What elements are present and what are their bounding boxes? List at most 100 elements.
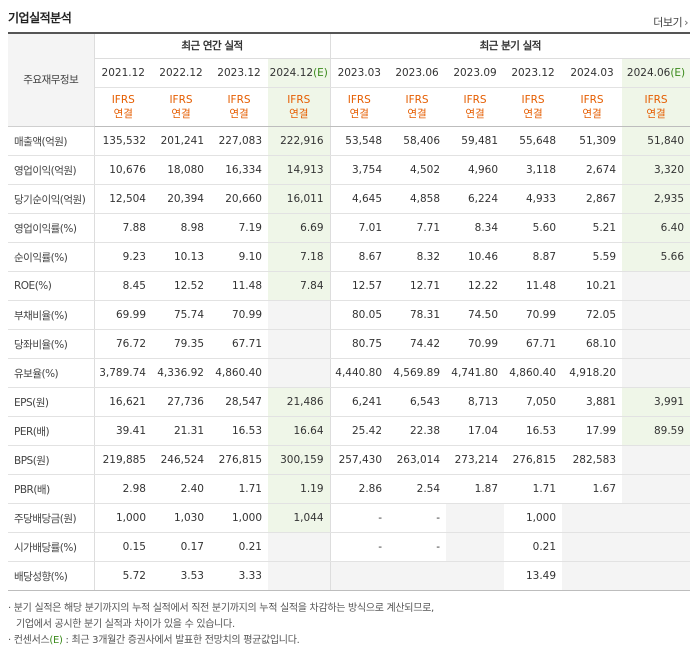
table-cell: 4,918.20 — [562, 358, 623, 388]
table-cell: 51,309 — [562, 126, 623, 156]
period-header: 2024.03 — [562, 58, 623, 88]
table-cell: - — [388, 532, 447, 562]
quarter-group-header: 최근 분기 실적 — [330, 32, 691, 59]
table-cell: 2.54 — [388, 474, 447, 504]
table-row: 순이익률(%) 9.23 10.13 9.10 7.18 8.67 8.32 10.46 8.8… — [8, 242, 691, 272]
estimate-mark: (E) — [670, 67, 686, 79]
table-row: 영업이익(억원) 10,676 18,080 16,334 14,913 3,754 4,5… — [8, 155, 691, 185]
ifrs-header: IFRS 연결 — [210, 87, 268, 127]
table-cell: 7.71 — [388, 213, 447, 243]
table-cell: 16,334 — [210, 155, 268, 185]
more-link[interactable]: 더보기 › — [653, 14, 688, 30]
table-cell: 13.49 — [504, 561, 563, 591]
table-cell: 4,741.80 — [446, 358, 505, 388]
table-row: 당좌비율(%) 76.72 79.35 67.71 80.75 74.42 70.99 67.… — [8, 329, 691, 359]
table-cell — [388, 561, 447, 591]
table-cell — [446, 561, 505, 591]
table-cell: 4,502 — [388, 155, 447, 185]
ifrs-header: IFRS 연결 — [622, 87, 691, 127]
footnotes: · 분기 실적은 해당 분기까지의 누적 실적에서 직전 분기까지의 누적 실적… — [8, 601, 434, 649]
table-cell: 39.41 — [94, 416, 152, 446]
row-label: 영업이익률(%) — [8, 213, 95, 243]
table-cell: 7.88 — [94, 213, 152, 243]
table-cell: 72.05 — [562, 300, 623, 330]
chevron-right-icon: › — [684, 16, 688, 29]
table-cell: 4,336.92 — [152, 358, 210, 388]
estimate-mark: (E) — [313, 67, 328, 79]
table-cell — [446, 532, 505, 562]
period-header: 2023.12 — [504, 58, 563, 88]
table-cell: 6.69 — [268, 213, 331, 243]
table-cell: 4,569.89 — [388, 358, 447, 388]
table-cell: 6.40 — [622, 213, 691, 243]
ifrs-header: IFRS 연결 — [562, 87, 623, 127]
table-cell: 10.21 — [562, 271, 623, 301]
table-cell: 14,913 — [268, 155, 331, 185]
table-cell: 2.86 — [330, 474, 389, 504]
ifrs-header: IFRS 연결 — [94, 87, 152, 127]
table-cell: 2.40 — [152, 474, 210, 504]
table-cell: 1.19 — [268, 474, 331, 504]
row-label: 시가배당률(%) — [8, 532, 95, 562]
table-cell: 2,867 — [562, 184, 623, 214]
table-cell: 16.64 — [268, 416, 331, 446]
table-row: BPS(원) 219,885 246,524 276,815 300,159 257,43… — [8, 445, 691, 475]
table-cell: 68.10 — [562, 329, 623, 359]
table-cell — [330, 561, 389, 591]
table-cell: 227,083 — [210, 126, 268, 156]
table-cell: 70.99 — [210, 300, 268, 330]
table-cell: 16.53 — [504, 416, 563, 446]
table-cell: 5.59 — [562, 242, 623, 272]
table-cell: 21,486 — [268, 387, 331, 417]
table-cell: 67.71 — [504, 329, 563, 359]
table-cell: 16,011 — [268, 184, 331, 214]
period-header: 2024.12(E) — [268, 58, 331, 88]
table-cell: 7.18 — [268, 242, 331, 272]
table-cell: 12.57 — [330, 271, 389, 301]
table-cell: 9.23 — [94, 242, 152, 272]
table-cell — [622, 445, 691, 475]
table-cell: 276,815 — [210, 445, 268, 475]
table-cell: 0.15 — [94, 532, 152, 562]
table-cell: 53,548 — [330, 126, 389, 156]
table-cell: 74.42 — [388, 329, 447, 359]
table-cell: 1,000 — [210, 503, 268, 533]
table-cell: 9.10 — [210, 242, 268, 272]
table-cell: 70.99 — [504, 300, 563, 330]
table-cell: 0.17 — [152, 532, 210, 562]
table-cell: 69.99 — [94, 300, 152, 330]
table-cell: 273,214 — [446, 445, 505, 475]
table-cell — [268, 561, 331, 591]
table-cell: 6,241 — [330, 387, 389, 417]
table-cell: 3,118 — [504, 155, 563, 185]
table-row: PBR(배) 2.98 2.40 1.71 1.19 2.86 2.54 1.87 1.71 1.… — [8, 474, 691, 504]
table-cell: 3,881 — [562, 387, 623, 417]
table-cell: 70.99 — [446, 329, 505, 359]
table-cell: 201,241 — [152, 126, 210, 156]
table-cell: 7.19 — [210, 213, 268, 243]
table-cell: 17.99 — [562, 416, 623, 446]
table-cell: 4,860.40 — [504, 358, 563, 388]
table-cell: - — [330, 503, 389, 533]
table-cell — [622, 474, 691, 504]
row-label: 주당배당금(원) — [8, 503, 95, 533]
table-cell: 75.74 — [152, 300, 210, 330]
table-row: 주당배당금(원) 1,000 1,030 1,000 1,044- -1,000 — [8, 503, 691, 533]
table-cell — [622, 561, 691, 591]
section-title: 기업실적분석 — [8, 11, 72, 25]
table-cell: 80.75 — [330, 329, 389, 359]
row-label: 순이익률(%) — [8, 242, 95, 272]
table-cell: 135,532 — [94, 126, 152, 156]
table-row: PER(배) 39.41 21.31 16.53 16.64 25.42 22.38 17.0… — [8, 416, 691, 446]
table-cell: 276,815 — [504, 445, 563, 475]
period-header: 2023.12 — [210, 58, 268, 88]
table-cell: 74.50 — [446, 300, 505, 330]
table-cell: 8.67 — [330, 242, 389, 272]
table-cell — [268, 532, 331, 562]
table-row: 시가배당률(%) 0.15 0.17 0.21- -0.21 — [8, 532, 691, 562]
table-cell: 67.71 — [210, 329, 268, 359]
table-cell: 8.34 — [446, 213, 505, 243]
table-cell: 8.32 — [388, 242, 447, 272]
row-label: 당기순이익(억원) — [8, 184, 95, 214]
table-cell: 51,840 — [622, 126, 691, 156]
